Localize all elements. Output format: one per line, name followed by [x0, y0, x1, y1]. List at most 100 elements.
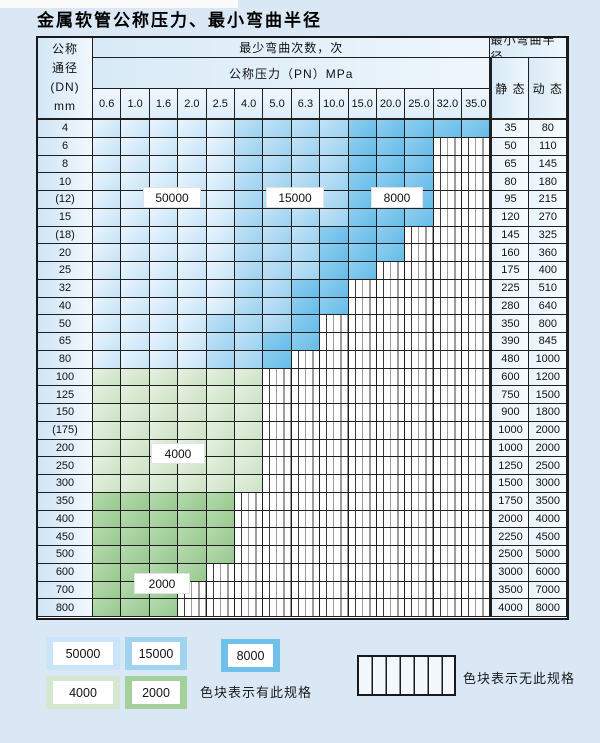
spec-cell-15000: [234, 262, 264, 280]
spec-cell-4000: [206, 421, 235, 440]
spec-cell-4000: [178, 386, 207, 404]
no-spec-cell: [348, 492, 377, 511]
no-spec-cell: [320, 333, 349, 351]
cycle-count-overlay: 2000: [134, 573, 190, 594]
no-spec-cell: [405, 262, 434, 280]
no-spec-cell: [320, 581, 349, 600]
spec-cell-50000: [206, 226, 235, 245]
spec-cell-50000: [93, 137, 122, 156]
spec-cell-4000: [149, 421, 179, 440]
no-spec-cell: [263, 492, 292, 511]
no-spec-cell: [348, 421, 377, 440]
spec-cell-2000: [178, 510, 207, 529]
no-spec-cell: [348, 297, 377, 316]
spec-cell-50000: [93, 315, 122, 333]
spec-cell-4000: [93, 439, 122, 458]
spec-cell-50000: [93, 262, 122, 280]
spec-cell-4000: [93, 475, 122, 493]
no-spec-cell: [376, 528, 406, 546]
spec-cell-50000: [121, 120, 150, 138]
cycles-header: 最少弯曲次数，次: [93, 38, 491, 58]
no-spec-cell: [462, 244, 491, 262]
static-cell: 225: [490, 279, 530, 298]
spec-cell-8000: [376, 226, 406, 245]
dn-cell: 6: [38, 137, 93, 156]
spec-cell-15000: [291, 155, 321, 174]
spec-cell-2000: [93, 599, 122, 617]
no-spec-cell: [348, 386, 377, 404]
spec-cell-2000: [206, 510, 235, 529]
static-cell: 350: [490, 315, 530, 333]
no-spec-cell: [405, 599, 434, 617]
spec-cell-50000: [93, 279, 122, 298]
no-spec-cell: [405, 404, 434, 422]
spec-cell-50000: [178, 155, 207, 174]
static-cell: 175: [490, 262, 530, 280]
spec-cell-4000: [234, 421, 264, 440]
spec-cell-15000: [206, 333, 235, 351]
spec-cell-50000: [178, 244, 207, 262]
pressure-tick: 32.0: [433, 89, 463, 120]
spec-cell-2000: [93, 581, 122, 600]
legend-swatch-label: 2000: [132, 681, 180, 704]
spec-cell-8000: [405, 120, 434, 138]
no-spec-cell: [376, 599, 406, 617]
spec-cell-15000: [263, 208, 292, 227]
cycle-count-overlay: 4000: [151, 443, 205, 464]
spec-cell-50000: [206, 279, 235, 298]
pressure-tick: 35.0: [462, 89, 491, 120]
no-spec-cell: [206, 581, 235, 600]
legend-swatch-8000: 8000: [221, 639, 280, 672]
static-cell: 4000: [490, 599, 530, 617]
dn-cell: 8: [38, 155, 93, 174]
dn-header-line: 公称: [51, 42, 78, 56]
spec-cell-50000: [149, 120, 179, 138]
no-spec-cell: [462, 492, 491, 511]
dynamic-cell: 215: [529, 191, 568, 209]
no-spec-cell: [348, 439, 377, 458]
dn-cell: 50: [38, 315, 93, 333]
no-spec-cell: [462, 457, 491, 475]
no-spec-cell: [348, 581, 377, 600]
dn-cell: 20: [38, 244, 93, 262]
pressure-tick: 1.0: [121, 89, 150, 120]
dn-cell: 450: [38, 528, 93, 546]
spec-cell-8000: [462, 120, 491, 138]
spec-cell-15000: [291, 208, 321, 227]
spec-cell-4000: [121, 368, 150, 387]
static-cell: 3000: [490, 563, 530, 582]
static-cell: 1500: [490, 475, 530, 493]
dynamic-cell: 325: [529, 226, 568, 245]
dn-header-cell: 公称 通径 (DN) mm: [38, 38, 93, 120]
spec-cell-50000: [206, 137, 235, 156]
no-spec-cell: [376, 297, 406, 316]
no-spec-cell: [320, 386, 349, 404]
no-spec-cell: [433, 475, 463, 493]
page-title: 金属软管公称压力、最小弯曲半径: [37, 11, 322, 31]
legend-no-spec-swatch: [357, 655, 456, 696]
no-spec-cell: [405, 421, 434, 440]
spec-cell-50000: [178, 120, 207, 138]
spec-cell-50000: [93, 120, 122, 138]
spec-cell-2000: [149, 599, 179, 617]
spec-cell-15000: [291, 120, 321, 138]
pressure-tick: 25.0: [405, 89, 434, 120]
no-spec-cell: [263, 421, 292, 440]
dn-cell: 500: [38, 546, 93, 564]
spec-cell-50000: [121, 315, 150, 333]
spec-cell-8000: [291, 279, 321, 298]
spec-cell-50000: [149, 244, 179, 262]
no-spec-cell: [405, 510, 434, 529]
spec-cell-4000: [234, 457, 264, 475]
no-spec-cell: [348, 563, 377, 582]
no-spec-cell: [263, 581, 292, 600]
dn-cell: 25: [38, 262, 93, 280]
spec-cell-50000: [206, 191, 235, 209]
spec-cell-4000: [206, 457, 235, 475]
spec-cell-8000: [348, 244, 377, 262]
static-cell: 1750: [490, 492, 530, 511]
dn-cell: 700: [38, 581, 93, 600]
spec-cell-50000: [93, 173, 122, 191]
cycle-count-overlay: 15000: [266, 187, 324, 208]
spec-cell-4000: [234, 404, 264, 422]
